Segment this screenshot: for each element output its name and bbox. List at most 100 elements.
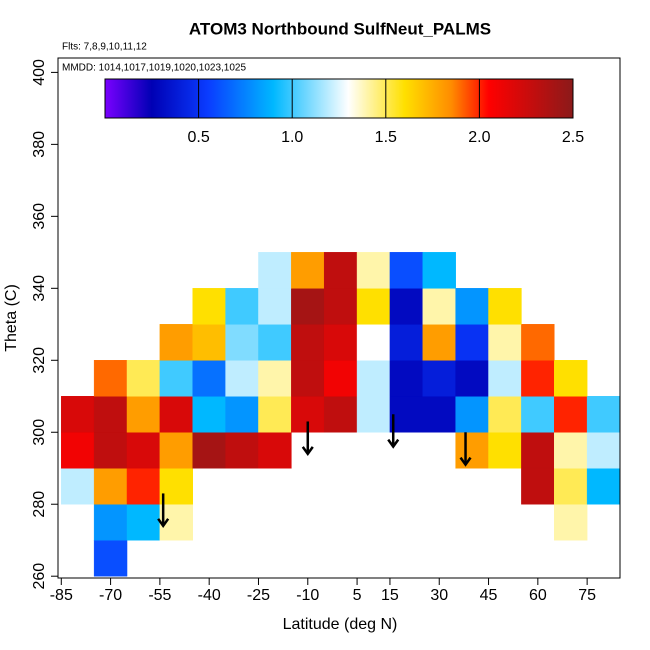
heat-cell (554, 503, 588, 541)
heat-cell (554, 467, 588, 505)
heat-cell (422, 324, 456, 361)
x-tick-label: 30 (430, 587, 448, 604)
x-tick-label: -55 (148, 587, 171, 604)
heat-cell (291, 288, 325, 325)
heat-cell (586, 467, 621, 505)
heat-cell (422, 396, 456, 433)
heat-cell (356, 252, 391, 289)
heat-cell (93, 503, 128, 541)
x-tick-label: -40 (198, 587, 221, 604)
x-tick-label: 5 (353, 587, 362, 604)
heat-cell (356, 396, 391, 433)
x-tick-label: -10 (296, 587, 319, 604)
x-tick-label: -25 (247, 587, 270, 604)
x-tick-label: 75 (578, 587, 596, 604)
x-tick-label: -70 (99, 587, 122, 604)
y-tick-label: 320 (31, 347, 48, 374)
heat-cell (192, 288, 226, 325)
heat-cell (126, 432, 161, 469)
heat-cell (488, 324, 522, 361)
arrow-head (387, 438, 400, 449)
heat-cell (93, 539, 128, 577)
heat-cell (126, 467, 161, 505)
heat-cell (61, 432, 95, 469)
heat-cell (323, 324, 358, 361)
y-tick-label: 400 (31, 59, 48, 86)
heat-cell (192, 432, 226, 469)
heat-cell (126, 360, 161, 397)
heat-cell (323, 396, 358, 433)
heat-cell (323, 252, 358, 289)
colorbar-tick-label: 2.5 (562, 129, 584, 146)
colorbar-tick-label: 1.5 (375, 129, 397, 146)
heat-cell (521, 467, 555, 505)
heat-cell (521, 324, 555, 361)
heat-cell (225, 360, 259, 397)
y-tick-label: 360 (31, 203, 48, 230)
heat-cell (422, 360, 456, 397)
heat-cell (356, 324, 391, 361)
heat-cell (323, 360, 358, 397)
heat-cell (521, 396, 555, 433)
heat-cell (356, 288, 391, 325)
heat-cell (422, 288, 456, 325)
plot-frame (57, 57, 621, 579)
x-tick-label: 60 (529, 587, 547, 604)
heat-cell (258, 396, 292, 433)
heat-cell (159, 396, 193, 433)
x-tick-label: 15 (381, 587, 399, 604)
heat-cell (389, 396, 424, 433)
heat-cell (455, 288, 489, 325)
heat-cell (192, 360, 226, 397)
heat-cell (554, 396, 588, 433)
heat-cell (93, 467, 128, 505)
heat-cell (521, 360, 555, 397)
heat-cell (323, 288, 358, 325)
heat-cell (225, 324, 259, 361)
x-tick-label: -85 (50, 587, 73, 604)
heat-cell (488, 396, 522, 433)
y-tick-label: 300 (31, 419, 48, 446)
heat-cell (93, 396, 128, 433)
heat-cell (159, 324, 193, 361)
heat-cell (192, 324, 226, 361)
heat-cell (61, 396, 95, 433)
colorbar-tick-label: 0.5 (187, 129, 209, 146)
heat-cell (225, 288, 259, 325)
heat-cell (586, 432, 621, 469)
heat-cell (126, 396, 161, 433)
heat-cell (61, 467, 95, 505)
heat-cell (93, 432, 128, 469)
heat-cell (192, 396, 226, 433)
heat-cell (159, 360, 193, 397)
heat-cell (225, 432, 259, 469)
heat-cell (455, 324, 489, 361)
heat-cell (291, 324, 325, 361)
heat-cell (258, 252, 292, 289)
heat-cell (455, 360, 489, 397)
heat-cell (225, 396, 259, 433)
colorbar-tick-label: 2.0 (468, 129, 490, 146)
heat-cell (389, 324, 424, 361)
dates-note: MMDD: 1014,1017,1019,1020,1023,1025 (62, 63, 246, 74)
heat-cell (258, 288, 292, 325)
heat-cell (422, 252, 456, 289)
chart-title: ATOM3 Northbound SulfNeut_PALMS (189, 19, 491, 38)
heat-cell (389, 288, 424, 325)
heat-cell (455, 396, 489, 433)
heat-cell (455, 432, 489, 469)
y-tick-label: 340 (31, 275, 48, 302)
heat-cell (159, 432, 193, 469)
heat-cell (389, 360, 424, 397)
x-axis-label: Latitude (deg N) (283, 616, 398, 633)
heat-cell (126, 503, 161, 541)
flights-note: Flts: 7,8,9,10,11,12 (62, 42, 147, 53)
y-tick-label: 260 (31, 563, 48, 590)
heat-cell (258, 324, 292, 361)
heat-cell (291, 360, 325, 397)
arrow-head (459, 456, 472, 467)
colorbar (104, 78, 574, 119)
heat-cell (554, 360, 588, 397)
